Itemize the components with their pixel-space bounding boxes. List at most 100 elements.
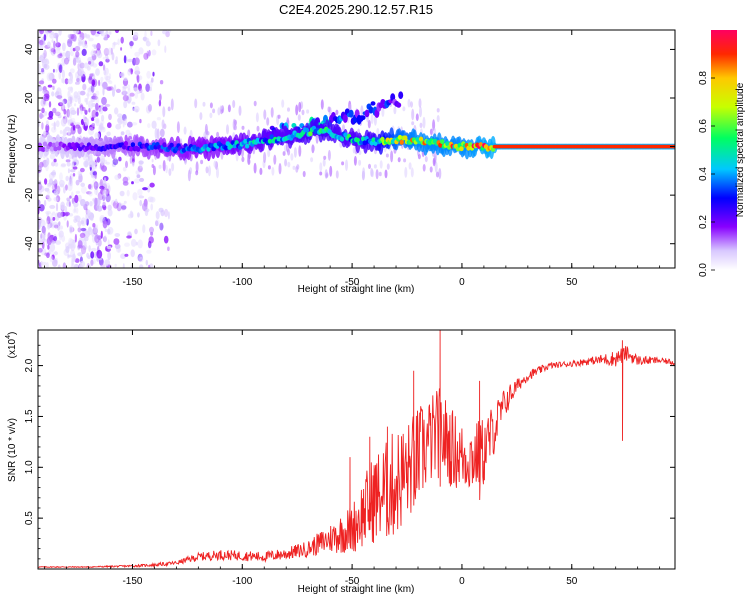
heatmap-faint-cell bbox=[298, 145, 302, 157]
heatmap-noise-cell bbox=[135, 170, 140, 175]
heatmap-noise-cell bbox=[59, 98, 65, 106]
heatmap-branch-cell bbox=[342, 114, 348, 123]
heatmap-noise-cell bbox=[59, 225, 63, 230]
heatmap-noise-cell bbox=[100, 263, 106, 268]
snr-scale-exponent: 4 bbox=[5, 335, 12, 339]
heatmap-noise-cell bbox=[43, 130, 46, 140]
heatmap-ridge-cell bbox=[269, 134, 274, 140]
heatmap-noise-cell bbox=[52, 85, 55, 90]
heatmap-noise-cell bbox=[104, 103, 111, 107]
snr-x-axis: -150 -100 -50 0 50 bbox=[44, 330, 661, 587]
heatmap-noise-cell bbox=[92, 93, 97, 97]
heatmap-noise-cell bbox=[82, 40, 86, 48]
heatmap-noise-cell bbox=[53, 40, 56, 49]
heatmap-noise-cell bbox=[59, 172, 63, 182]
heatmap-noise-cell bbox=[80, 167, 85, 173]
heatmap-faint-cell bbox=[233, 124, 237, 131]
heatmap-noise-cell bbox=[49, 250, 55, 256]
heatmap-noise-cell bbox=[123, 100, 128, 109]
heatmap-noise-cell bbox=[50, 48, 56, 53]
heatmap-noise-cell bbox=[155, 211, 160, 220]
heatmap-noise-cell bbox=[98, 61, 104, 67]
heatmap-faint-cell bbox=[403, 158, 407, 163]
heatmap-noise-cell bbox=[79, 62, 85, 69]
heatmap-noise-cell bbox=[162, 30, 168, 35]
heatmap-noise-cell bbox=[74, 122, 81, 126]
heatmap-noise-cell bbox=[68, 51, 71, 55]
heatmap-noise-cell bbox=[138, 256, 144, 263]
heatmap-noise-cell bbox=[56, 212, 62, 218]
heatmap-faint-cell bbox=[384, 169, 388, 179]
heatmap-noise-cell bbox=[85, 93, 91, 97]
heatmap-noise-cell bbox=[72, 166, 78, 170]
heatmap-noise-cell bbox=[167, 246, 170, 252]
heatmap-noise-cell bbox=[89, 201, 93, 207]
heatmap-faint-cell bbox=[341, 161, 345, 166]
heatmap-faint-cell bbox=[319, 171, 323, 176]
heatmap-faint-cell bbox=[417, 154, 421, 160]
heatmap-noise-cell bbox=[149, 226, 154, 234]
heatmap-noise-cell bbox=[134, 51, 141, 57]
heatmap-noise-cell bbox=[107, 122, 112, 129]
heatmap-noise-cell bbox=[75, 207, 79, 214]
heatmap-noise-cell bbox=[90, 259, 94, 267]
heatmap-noise-cell bbox=[142, 187, 148, 191]
heatmap-faint-cell bbox=[194, 98, 198, 109]
heatmap-noise-cell bbox=[149, 263, 154, 268]
heatmap-faint-cell bbox=[410, 167, 414, 178]
heatmap-noise-cell bbox=[112, 42, 116, 50]
heatmap-noise-cell bbox=[99, 215, 105, 222]
heatmap-faint-cell bbox=[217, 107, 221, 116]
heatmap-faint-cell bbox=[168, 168, 172, 177]
heatmap-noise-cell bbox=[102, 220, 108, 229]
heatmap-noise-cell bbox=[89, 85, 94, 92]
heatmap-noise-cell bbox=[94, 132, 100, 140]
heatmap-noise-cell bbox=[94, 182, 101, 187]
heatmap-noise-cell bbox=[49, 32, 55, 39]
heatmap-noise-cell bbox=[133, 31, 139, 39]
heatmap-noise-cell bbox=[165, 164, 168, 174]
heatmap-noise-cell bbox=[97, 191, 104, 201]
heatmap-noise-cell bbox=[106, 264, 112, 268]
heatmap-faint-cell bbox=[162, 106, 166, 118]
heatmap-noise-cell bbox=[73, 216, 79, 220]
heatmap-noise-cell bbox=[96, 249, 103, 259]
heatmap-noise-cell bbox=[118, 156, 122, 162]
heatmap-noise-cell bbox=[148, 49, 151, 57]
snr-series-line bbox=[38, 330, 675, 569]
heatmap-noise-cell bbox=[73, 218, 78, 224]
heatmap-noise-cell bbox=[71, 241, 74, 247]
heatmap-noise-cell bbox=[66, 220, 69, 228]
heatmap-noise-cell bbox=[65, 159, 71, 163]
heatmap-noise-cell bbox=[41, 261, 47, 266]
heatmap-noise-cell bbox=[107, 251, 111, 261]
heatmap-noise-cell bbox=[114, 30, 120, 34]
heatmap-faint-cell bbox=[199, 112, 203, 121]
heatmap-noise-cell bbox=[113, 84, 117, 92]
heatmap-faint-cell bbox=[253, 162, 257, 174]
heatmap-noise-cell bbox=[63, 186, 66, 194]
heatmap-noise-cell bbox=[145, 83, 151, 93]
heatmap-noise-cell bbox=[93, 50, 98, 54]
heatmap-faint-cell bbox=[327, 106, 331, 113]
heatmap-noise-cell bbox=[91, 109, 97, 119]
heatmap-faint-cell bbox=[187, 169, 191, 182]
heatmap-noise-cell bbox=[84, 109, 88, 114]
heatmap-ridge-cell bbox=[162, 142, 167, 148]
heatmap-noise-cell bbox=[125, 160, 128, 168]
heatmap-noise-cell bbox=[136, 174, 141, 179]
heatmap-branch-cell bbox=[398, 91, 404, 99]
heatmap-noise-cell bbox=[68, 178, 73, 187]
heatmap-faint-cell bbox=[393, 106, 397, 115]
heatmap-noise-cell bbox=[51, 161, 56, 167]
heatmap-noise-cell bbox=[88, 37, 94, 42]
heatmap-noise-cell bbox=[40, 233, 43, 239]
heatmap-noise-cell bbox=[120, 36, 124, 44]
heatmap-noise-cell bbox=[95, 102, 99, 111]
heatmap-noise-cell bbox=[139, 88, 143, 94]
heatmap-noise-cell bbox=[127, 87, 131, 97]
spectrogram-x-tick-label: -150 bbox=[122, 277, 142, 288]
heatmap-noise-cell bbox=[122, 166, 127, 172]
heatmap-noise-cell bbox=[98, 79, 101, 87]
